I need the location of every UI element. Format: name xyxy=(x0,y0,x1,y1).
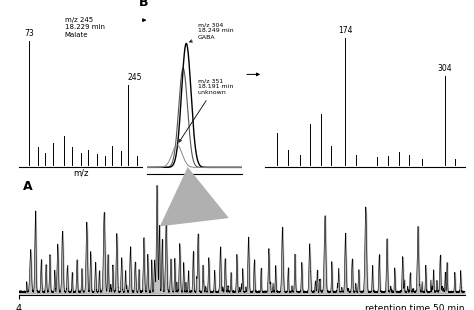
Text: m/z 245
18.229 min
Malate: m/z 245 18.229 min Malate xyxy=(65,17,105,38)
Text: B: B xyxy=(139,0,149,9)
Text: 73: 73 xyxy=(24,29,34,38)
Text: m/z 351
18.191 min
unknown: m/z 351 18.191 min unknown xyxy=(179,78,233,142)
Text: m/z: m/z xyxy=(443,177,458,186)
X-axis label: m/z: m/z xyxy=(73,169,88,178)
Text: 50 min: 50 min xyxy=(433,304,465,310)
Text: 304: 304 xyxy=(438,64,452,73)
Text: A: A xyxy=(23,180,33,193)
Text: m/z 304
18.249 min
GABA: m/z 304 18.249 min GABA xyxy=(190,22,233,42)
Text: m/z: m/z xyxy=(73,180,88,189)
Text: 245: 245 xyxy=(128,73,142,82)
Text: retention time: retention time xyxy=(365,304,430,310)
Text: 174: 174 xyxy=(338,26,352,35)
